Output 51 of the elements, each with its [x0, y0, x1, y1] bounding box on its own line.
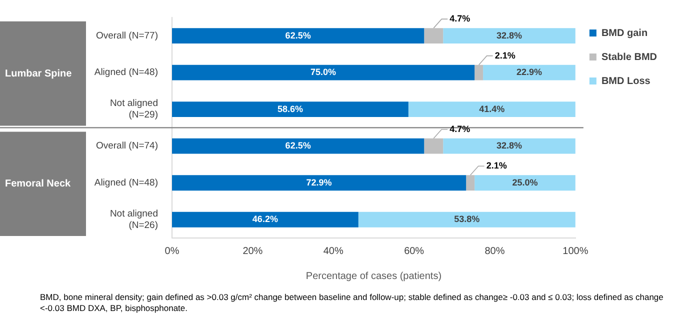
data-label: 46.2% — [252, 214, 278, 224]
data-label: 62.5% — [285, 30, 311, 40]
x-axis-title: Percentage of cases (patients) — [306, 270, 442, 282]
data-label: 25.0% — [512, 177, 538, 188]
data-label: 75.0% — [310, 67, 336, 78]
bar — [424, 138, 444, 154]
x-tick-label: 60% — [404, 246, 424, 257]
data-label: 41.4% — [479, 104, 505, 114]
x-tick-label: 20% — [242, 246, 263, 257]
data-label: 4.7% — [450, 14, 470, 24]
bar — [474, 175, 576, 191]
bar — [474, 64, 484, 80]
x-tick-label: 0% — [164, 246, 180, 257]
bar — [172, 28, 424, 44]
bar — [172, 102, 408, 118]
data-label: 32.8% — [496, 30, 522, 40]
data-label: 58.6% — [277, 104, 303, 114]
y-tick-label: Aligned (N=48) — [94, 67, 158, 78]
y-tick-label: Not aligned (N=26) — [110, 208, 158, 231]
text: Lumbar Spine — [5, 68, 72, 80]
legend-label: Stable BMD — [601, 52, 657, 63]
data-label: 72.9% — [306, 177, 332, 188]
data-label: 62.5% — [285, 140, 311, 151]
bar — [443, 138, 576, 154]
data-label: 32.8% — [496, 140, 522, 151]
legend-label: BMD Loss — [601, 76, 651, 87]
bar — [358, 212, 576, 228]
bar — [172, 175, 466, 191]
bar — [443, 28, 576, 44]
y-tick-label: Not aligned (N=29) — [110, 98, 158, 121]
data-label: 2.1% — [486, 160, 507, 171]
data-label: 22.9% — [516, 67, 542, 78]
data-label: 4.7% — [450, 124, 470, 134]
x-tick-label: 80% — [484, 246, 505, 257]
legend-label: BMD gain — [601, 28, 648, 39]
bar — [172, 138, 424, 154]
text: Femoral Neck — [5, 178, 72, 190]
text: BMD, bone mineral density; gain defined as >0.03 g/cm² change between baseline and follow-up; stable defined as change≥ -0.03 and ≤ 0.03; loss defined as change <-0.03 BMD DXA, BP, bisphosphonate. — [40, 292, 664, 314]
bar — [424, 28, 444, 44]
x-tick-label: 40% — [323, 246, 344, 257]
bar — [408, 102, 576, 118]
data-label: 53.8% — [454, 214, 480, 224]
bar — [466, 175, 475, 191]
y-tick-label: Aligned (N=48) — [94, 177, 158, 188]
y-tick-label: Overall (N=77) — [96, 30, 158, 42]
bar — [172, 212, 358, 228]
bar — [172, 64, 475, 80]
bar — [483, 64, 576, 80]
y-tick-label: Overall (N=74) — [96, 140, 158, 152]
data-label: 2.1% — [494, 50, 516, 60]
x-tick-label: 100% — [562, 246, 588, 257]
